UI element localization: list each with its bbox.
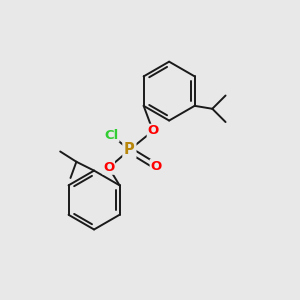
Text: P: P (124, 142, 135, 158)
Text: O: O (150, 160, 161, 173)
Text: O: O (103, 161, 114, 174)
Text: Cl: Cl (105, 129, 119, 142)
Text: O: O (147, 124, 159, 137)
